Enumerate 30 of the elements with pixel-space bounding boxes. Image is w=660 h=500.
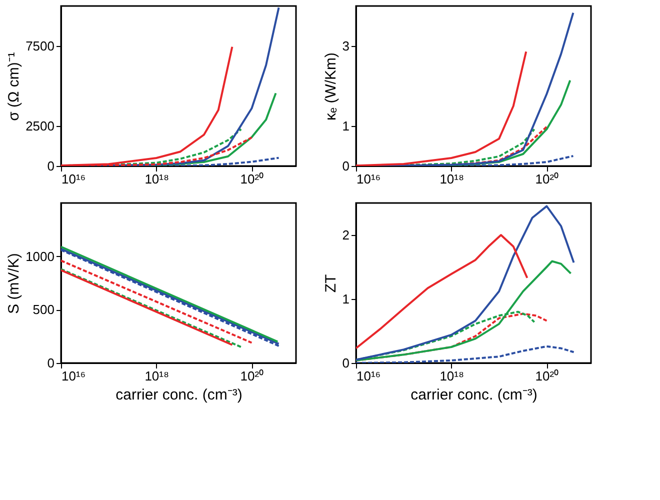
y-axis-title: S (mV/K) (6, 253, 23, 314)
y-tick-label: 500 (32, 302, 54, 318)
x-tick-label: 10¹⁸ (144, 172, 169, 186)
x-axis-title: carrier conc. (cm⁻³) (410, 386, 538, 404)
y-tick-label: 0 (342, 356, 350, 370)
y-tick-label: 7500 (26, 38, 54, 54)
y-axis-title: σ (Ω cm)⁻¹ (6, 52, 23, 121)
x-tick-label: 10¹⁸ (440, 368, 464, 384)
y-tick-label: 1000 (26, 248, 54, 264)
y-tick-label: 0 (47, 356, 54, 370)
x-tick-label: 10²⁰ (535, 368, 560, 384)
y-tick-label: 1 (342, 292, 350, 306)
x-tick-label: 10²⁰ (535, 172, 560, 186)
y-tick-label: 1 (342, 118, 350, 134)
x-tick-label: 10²⁰ (240, 172, 264, 186)
y-tick-label: 0 (342, 158, 350, 174)
x-tick-label: 10²⁰ (240, 368, 264, 384)
y-tick-label: 2500 (26, 118, 54, 134)
x-tick-label: 10¹⁸ (440, 172, 464, 186)
y-axis-title: κₑ (W/Km) (322, 52, 340, 121)
y-tick-label: 3 (342, 38, 350, 54)
x-tick-label: 10¹⁸ (144, 368, 169, 384)
x-axis-title: carrier conc. (cm⁻³) (116, 386, 242, 404)
y-tick-label: 0 (47, 158, 54, 174)
y-tick-label: 2 (342, 228, 350, 242)
x-tick-label: 10¹⁶ (356, 368, 381, 384)
x-tick-label: 10¹⁶ (62, 172, 86, 186)
x-tick-label: 10¹⁶ (62, 368, 86, 384)
y-axis-title: ZT (322, 274, 340, 293)
x-tick-label: 10¹⁶ (356, 172, 381, 186)
